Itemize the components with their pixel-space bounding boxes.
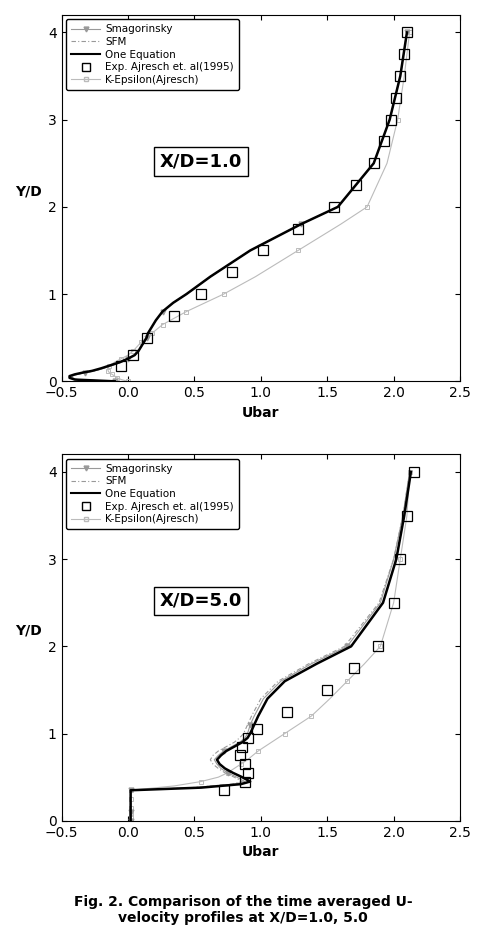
- Y-axis label: Y/D: Y/D: [15, 184, 42, 198]
- Text: X/D=5.0: X/D=5.0: [160, 592, 242, 610]
- Legend: Smagorinsky, SFM, One Equation, Exp. Ajresch et. al(1995), K-Epsilon(Ajresch): Smagorinsky, SFM, One Equation, Exp. Ajr…: [66, 20, 239, 90]
- X-axis label: Ubar: Ubar: [242, 845, 279, 859]
- Text: X/D=1.0: X/D=1.0: [160, 153, 242, 170]
- X-axis label: Ubar: Ubar: [242, 405, 279, 419]
- Text: Fig. 2. Comparison of the time averaged U-
velocity profiles at X/D=1.0, 5.0: Fig. 2. Comparison of the time averaged …: [74, 896, 412, 925]
- Y-axis label: Y/D: Y/D: [15, 624, 42, 638]
- Legend: Smagorinsky, SFM, One Equation, Exp. Ajresch et. al(1995), K-Epsilon(Ajresch): Smagorinsky, SFM, One Equation, Exp. Ajr…: [66, 458, 239, 529]
